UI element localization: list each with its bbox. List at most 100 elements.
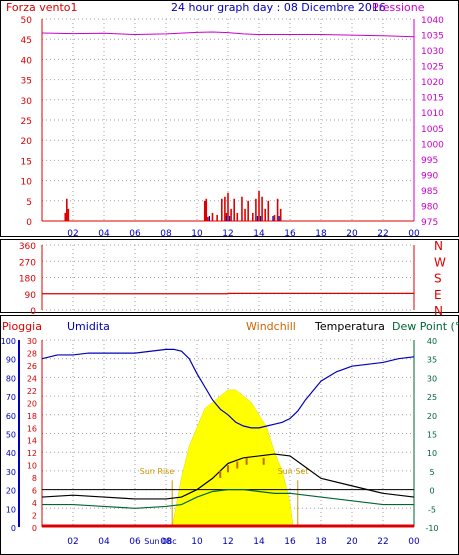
x-tick-label: 12 [222, 229, 233, 239]
temp-tick-label: 10 [427, 449, 437, 458]
direction-tick-label: 270 [19, 258, 36, 268]
dew-point-line [42, 489, 414, 509]
x-tick-label: 22 [377, 537, 388, 547]
pressure-tick-label: 995 [421, 156, 438, 166]
humidity-tick-label: 70 [6, 393, 16, 402]
pressure-tick-label: 1010 [421, 109, 444, 119]
humidity-tick-label: 50 [6, 431, 16, 440]
x-tick-label: 10 [191, 537, 203, 547]
rain-tick-label: 16 [27, 424, 37, 433]
x-tick-label: 00 [408, 229, 420, 239]
rain-axis-title: Pioggia [2, 320, 42, 333]
humidity-tick-label: 0 [11, 524, 16, 533]
compass-label: N [434, 304, 443, 318]
legend-temperatura: Temperatura [314, 320, 385, 333]
wind-tick-label: 0 [26, 218, 32, 228]
compass-label: W [434, 255, 446, 269]
pressure-tick-label: 1020 [421, 78, 444, 88]
x-tick-label: 16 [284, 229, 296, 239]
x-tick-label: 18 [315, 537, 327, 547]
x-tick-label: 08 [160, 229, 172, 239]
pressure-tick-label: 985 [421, 187, 438, 197]
x-tick-label: 10 [191, 229, 203, 239]
legend-dew-point: Dew Point (°C [392, 320, 459, 333]
temp-tick-label: 15 [427, 431, 437, 440]
temp-tick-label: -5 [428, 505, 436, 514]
rain-tick-label: 6 [32, 487, 37, 496]
wind-tick-label: 25 [21, 117, 32, 127]
humidity-line [41, 348, 415, 429]
direction-tick-label: 0 [30, 307, 36, 317]
humidity-tick-label: 100 [1, 337, 16, 346]
x-tick-label: 18 [315, 229, 327, 239]
x-tick-label: 22 [377, 229, 388, 239]
x-tick-label: 12 [222, 537, 233, 547]
x-tick-label: 04 [98, 537, 110, 547]
rain-tick-label: 26 [27, 362, 37, 371]
rain-tick-label: 18 [27, 412, 37, 421]
wind-tick-label: 20 [21, 137, 33, 147]
direction-tick-label: 180 [19, 275, 36, 285]
temp-tick-label: 5 [429, 468, 434, 477]
x-tick-label: 20 [346, 537, 358, 547]
temperature-line [41, 453, 415, 500]
humidity-axis-title: Umidita [67, 320, 110, 333]
temp-tick-label: 40 [427, 337, 437, 346]
wind-tick-label: 15 [21, 157, 32, 167]
pressure-tick-label: 1000 [421, 140, 444, 150]
pressure-tick-label: 1025 [421, 63, 444, 73]
legend-windchill: Windchill [246, 320, 296, 333]
humidity-tick-label: 90 [6, 356, 16, 365]
rain-tick-label: 2 [32, 512, 37, 521]
x-tick-label: 14 [253, 537, 265, 547]
pressure-tick-label: 1015 [421, 94, 444, 104]
temp-tick-label: 0 [429, 487, 434, 496]
pressure-tick-label: 1030 [421, 47, 444, 57]
temp-tick-label: 25 [427, 393, 437, 402]
wind-tick-label: 10 [21, 178, 33, 188]
rain-tick-label: 0 [32, 524, 37, 533]
wind-tick-label: 5 [26, 198, 32, 208]
humidity-tick-label: 60 [6, 412, 16, 421]
rain-tick-label: 28 [27, 349, 37, 358]
wind-tick-label: 40 [21, 56, 33, 66]
x-tick-label: 06 [129, 229, 141, 239]
compass-label: S [434, 272, 442, 286]
x-tick-label: 16 [284, 537, 296, 547]
rain-tick-label: 24 [27, 374, 37, 383]
wind-tick-label: 30 [21, 97, 33, 107]
wind-tick-label: 35 [21, 77, 32, 87]
compass-label: N [434, 239, 443, 253]
rain-tick-label: 4 [32, 499, 37, 508]
sunset-label: Sun Set [278, 467, 309, 476]
x-tick-label: 06 [129, 537, 141, 547]
x-tick-label: 08 [160, 537, 172, 547]
x-tick-label: 02 [67, 229, 78, 239]
wind-tick-label: 45 [21, 36, 32, 46]
x-tick-label: 04 [98, 229, 110, 239]
rain-tick-label: 30 [27, 337, 37, 346]
pressure-line [41, 31, 415, 38]
humidity-tick-label: 40 [6, 449, 16, 458]
sunrise-label: Sun Rise [140, 467, 175, 476]
humidity-tick-label: 10 [6, 505, 16, 514]
rain-tick-label: 8 [32, 474, 37, 483]
rain-tick-label: 10 [27, 462, 37, 471]
x-tick-label: 14 [253, 229, 265, 239]
wind-axis-title: Forza vento1 [6, 1, 78, 14]
pressure-axis-title: Pressione [372, 1, 425, 14]
pressure-tick-label: 1005 [421, 125, 444, 135]
pressure-tick-label: 1040 [421, 16, 444, 26]
rain-tick-label: 14 [27, 437, 37, 446]
humidity-tick-label: 30 [6, 468, 16, 477]
pressure-tick-label: 975 [421, 218, 438, 228]
x-tick-label: 02 [67, 537, 78, 547]
temp-tick-label: 20 [427, 412, 437, 421]
rain-tick-label: 20 [27, 399, 37, 408]
compass-label: E [434, 288, 442, 302]
temp-tick-label: 35 [427, 356, 437, 365]
temp-tick-label: 30 [427, 374, 437, 383]
pressure-tick-label: 980 [421, 202, 438, 212]
